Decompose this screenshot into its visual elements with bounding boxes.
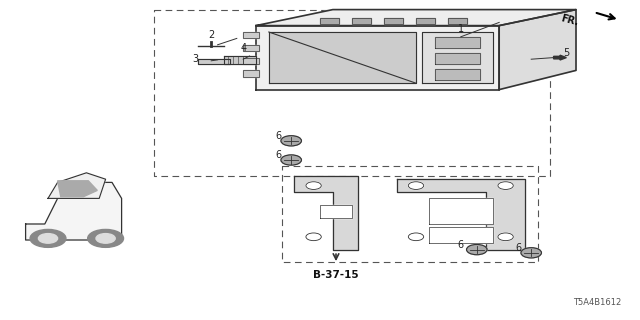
Circle shape	[306, 182, 321, 189]
Polygon shape	[58, 181, 97, 197]
Polygon shape	[320, 205, 352, 218]
Bar	[416, 18, 435, 24]
Text: 6: 6	[275, 150, 282, 160]
Bar	[352, 18, 371, 24]
Bar	[243, 32, 259, 38]
Text: 6: 6	[458, 240, 464, 250]
Circle shape	[281, 155, 301, 165]
Text: 6: 6	[515, 243, 522, 253]
Bar	[243, 32, 259, 38]
Polygon shape	[269, 32, 416, 83]
Polygon shape	[429, 227, 493, 243]
Polygon shape	[198, 59, 230, 64]
Bar	[320, 18, 339, 24]
Bar	[243, 58, 259, 64]
Circle shape	[38, 234, 58, 243]
Circle shape	[88, 229, 124, 247]
Bar	[243, 70, 259, 77]
Text: FR.: FR.	[560, 13, 580, 27]
Text: 2: 2	[208, 30, 214, 40]
Bar	[243, 45, 259, 51]
Polygon shape	[256, 26, 499, 90]
Bar	[243, 70, 259, 77]
Circle shape	[306, 233, 321, 241]
Polygon shape	[26, 182, 122, 240]
Polygon shape	[422, 32, 493, 83]
Circle shape	[408, 233, 424, 241]
Polygon shape	[256, 10, 576, 26]
Bar	[448, 18, 467, 24]
Polygon shape	[435, 69, 480, 80]
Text: 4: 4	[240, 43, 246, 53]
Text: 6: 6	[275, 131, 282, 141]
Polygon shape	[48, 173, 106, 198]
Polygon shape	[397, 179, 525, 250]
Circle shape	[408, 182, 424, 189]
Polygon shape	[224, 56, 256, 64]
Text: 5: 5	[563, 48, 570, 58]
Polygon shape	[499, 10, 576, 90]
Circle shape	[281, 136, 301, 146]
FancyArrow shape	[554, 55, 566, 60]
Bar	[352, 18, 371, 24]
Bar	[384, 18, 403, 24]
Circle shape	[498, 233, 513, 241]
Text: 1: 1	[458, 24, 464, 34]
Circle shape	[498, 182, 513, 189]
Polygon shape	[435, 37, 480, 48]
Bar	[448, 18, 467, 24]
Bar	[416, 18, 435, 24]
Bar	[243, 45, 259, 51]
Text: B-37-15: B-37-15	[313, 270, 359, 280]
Circle shape	[467, 244, 487, 255]
Bar	[320, 18, 339, 24]
Text: T5A4B1612: T5A4B1612	[573, 298, 621, 307]
Circle shape	[96, 234, 115, 243]
Polygon shape	[294, 176, 358, 250]
Bar	[384, 18, 403, 24]
Circle shape	[30, 229, 66, 247]
Polygon shape	[435, 53, 480, 64]
Polygon shape	[429, 198, 493, 224]
Text: 3: 3	[192, 54, 198, 64]
Circle shape	[521, 248, 541, 258]
Bar	[243, 58, 259, 64]
